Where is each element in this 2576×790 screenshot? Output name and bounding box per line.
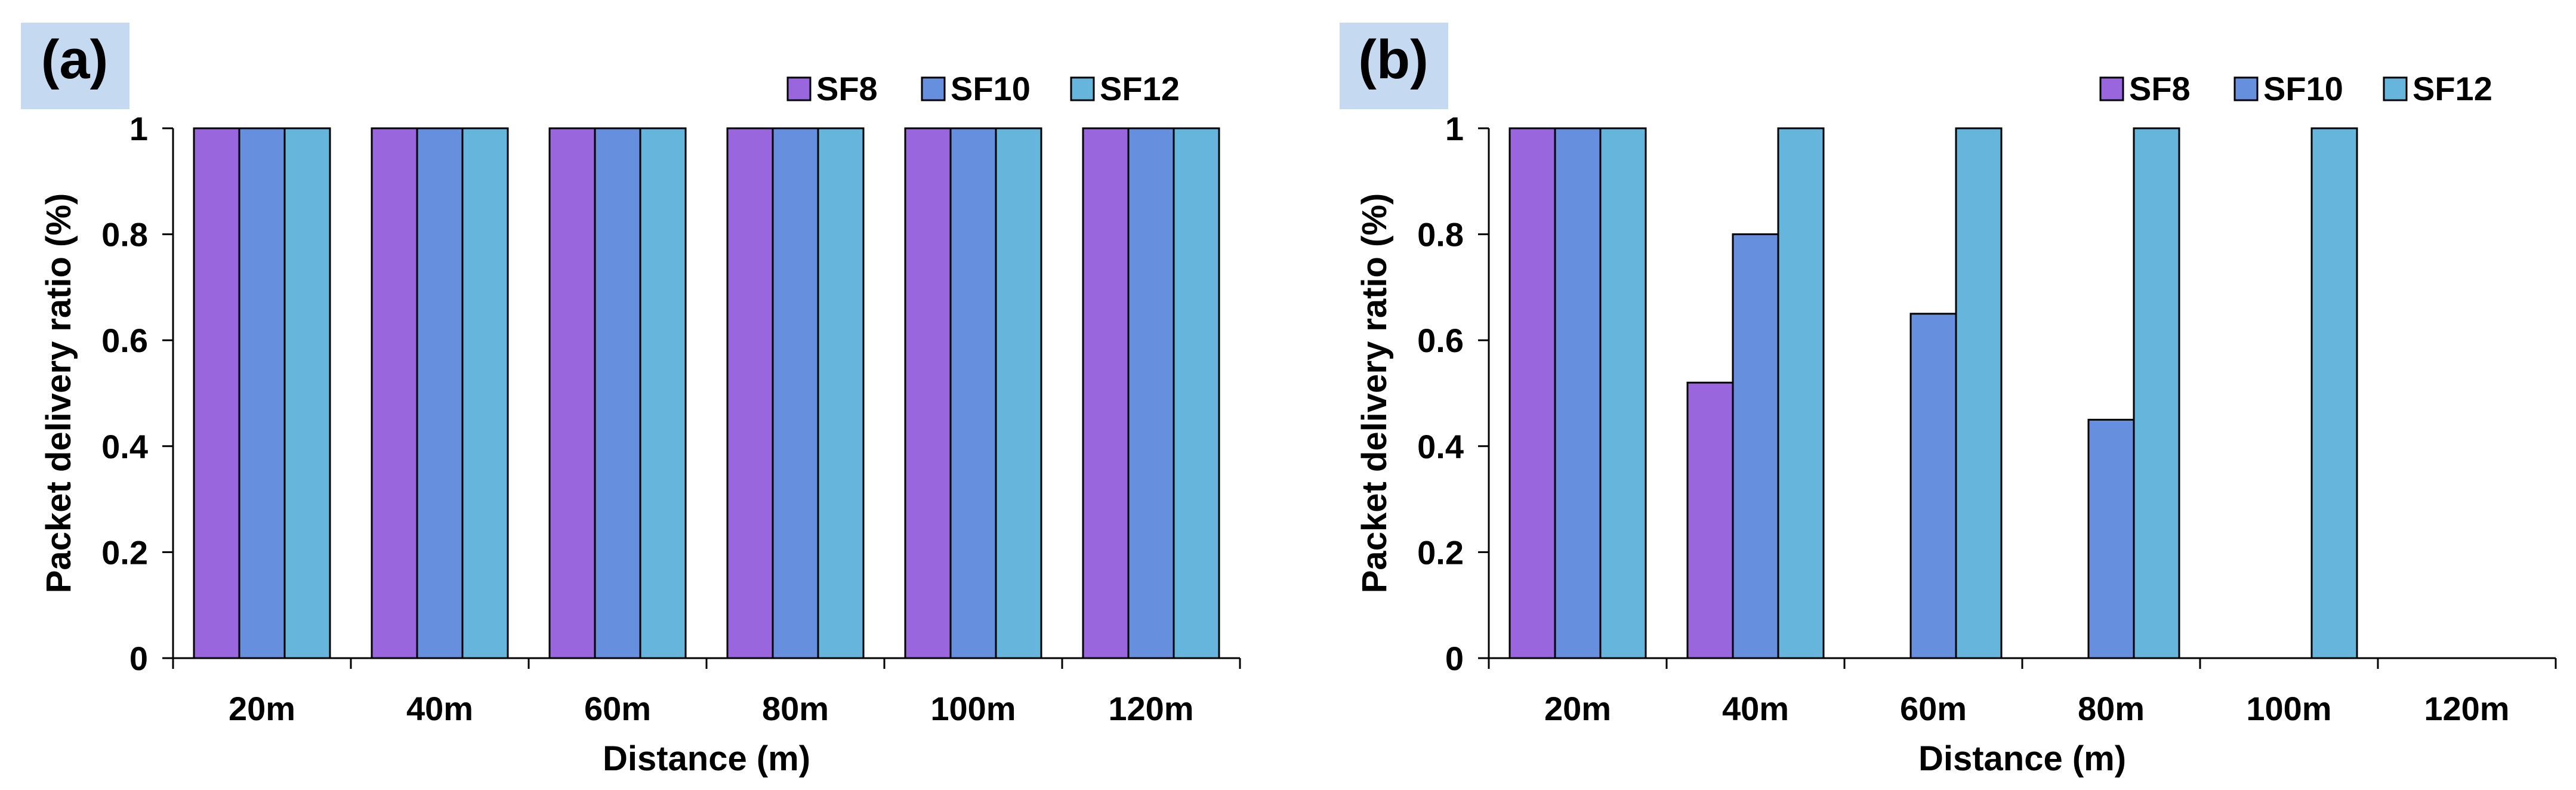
- bar-sf12-20m: [1599, 127, 1647, 659]
- x-tick-label: 20m: [229, 690, 295, 727]
- y-tick-label: 0.6: [1417, 322, 1464, 359]
- bar-sf10-100m: [949, 127, 997, 659]
- y-tick-label: 0.6: [101, 322, 148, 359]
- legend-label-sf10: SF10: [951, 70, 1031, 107]
- y-tick-label: 0.4: [1417, 428, 1464, 465]
- x-tick-label: 100m: [930, 690, 1016, 727]
- bar-sf12-40m: [1777, 127, 1825, 659]
- y-tick-label: 1: [1445, 110, 1464, 147]
- bar-sf12-60m: [639, 127, 687, 659]
- y-axis-title: Packet delivery ratio (%): [39, 193, 78, 594]
- bar-sf10-40m: [416, 127, 464, 659]
- x-tick-label: 60m: [584, 690, 651, 727]
- legend-label-sf8: SF8: [816, 70, 878, 107]
- bar-sf10-60m: [594, 127, 641, 659]
- legend-label-sf12: SF12: [1100, 70, 1180, 107]
- x-tick-label: 80m: [2078, 690, 2145, 727]
- bar-sf8-60m: [548, 127, 596, 659]
- y-tick-label: 0.4: [101, 428, 148, 465]
- panel-label-background: [1340, 23, 1448, 109]
- legend-label-sf12: SF12: [2413, 70, 2492, 107]
- legend-swatch-sf12: [1070, 76, 1095, 101]
- bar-sf10-80m: [772, 127, 819, 659]
- panel-label: (a): [41, 29, 108, 90]
- x-tick-label: 120m: [2424, 690, 2509, 727]
- bar-sf8-100m: [904, 127, 952, 659]
- y-tick-label: 0.2: [101, 533, 148, 571]
- bar-sf10-20m: [1554, 127, 1602, 659]
- legend-label-sf10: SF10: [2263, 70, 2343, 107]
- x-axis-title: Distance (m): [1918, 739, 2126, 778]
- bar-sf12-20m: [283, 127, 331, 659]
- legend-swatch-sf8: [786, 76, 812, 101]
- bar-sf10-20m: [238, 127, 286, 659]
- bar-sf12-40m: [461, 127, 509, 659]
- panel-label-background: [21, 23, 129, 109]
- bar-sf12-80m: [817, 127, 865, 659]
- x-tick-label: 120m: [1108, 690, 1193, 727]
- bar-sf8-20m: [1508, 127, 1556, 659]
- bar-sf12-120m: [1173, 127, 1220, 659]
- bar-sf8-120m: [1082, 127, 1130, 659]
- bar-sf10-60m: [1909, 313, 1957, 659]
- bar-sf10-80m: [2087, 418, 2135, 659]
- bar-sf10-40m: [1732, 233, 1779, 659]
- x-tick-label: 20m: [1544, 690, 1611, 727]
- y-tick-label: 0.8: [101, 216, 148, 254]
- bar-sf8-80m: [726, 127, 774, 659]
- bar-sf10-120m: [1127, 127, 1175, 659]
- bar-sf12-60m: [1955, 127, 2003, 659]
- x-axis-title: Distance (m): [603, 739, 810, 778]
- legend-swatch-sf10: [2233, 76, 2259, 101]
- bar-sf12-100m: [995, 127, 1042, 659]
- legend-swatch-sf12: [2383, 76, 2408, 101]
- x-tick-label: 100m: [2246, 690, 2331, 727]
- y-tick-label: 0: [1445, 640, 1464, 677]
- y-axis-title: Packet delivery ratio (%): [1355, 193, 1394, 594]
- y-tick-label: 0.8: [1417, 216, 1464, 254]
- legend-label-sf8: SF8: [2129, 70, 2191, 107]
- x-tick-label: 40m: [406, 690, 473, 727]
- panel-label: (b): [1358, 29, 1428, 90]
- x-tick-label: 40m: [1722, 690, 1789, 727]
- bar-sf8-40m: [1686, 381, 1734, 659]
- bar-sf12-100m: [2310, 127, 2358, 659]
- legend-swatch-sf10: [921, 76, 946, 101]
- y-tick-label: 0.2: [1417, 533, 1464, 571]
- x-tick-label: 60m: [1900, 690, 1967, 727]
- y-tick-label: 1: [129, 110, 148, 147]
- bar-sf12-80m: [2133, 127, 2180, 659]
- legend-swatch-sf8: [2099, 76, 2124, 101]
- bar-sf8-40m: [371, 127, 418, 659]
- y-tick-label: 0: [129, 640, 148, 677]
- bar-sf8-20m: [193, 127, 240, 659]
- x-tick-label: 80m: [762, 690, 829, 727]
